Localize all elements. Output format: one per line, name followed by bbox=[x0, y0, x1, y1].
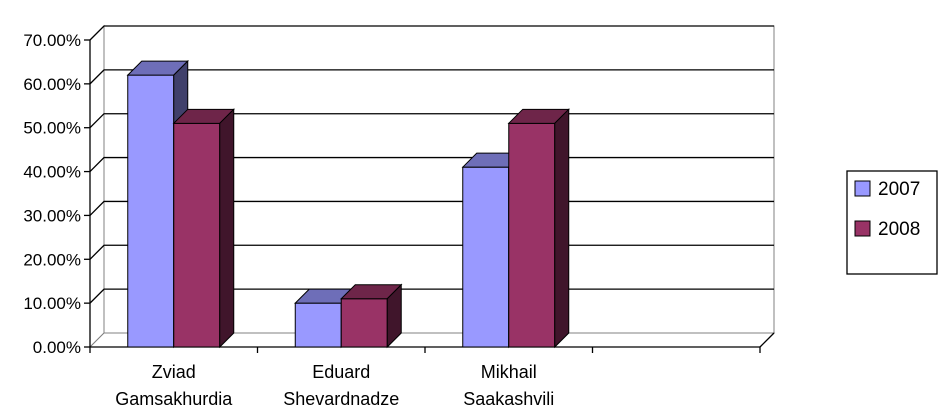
y-tick-labels: 0.00% 10.00% 20.00% 30.00% 40.00% 50.00% 60.00… bbox=[23, 31, 81, 357]
y-tick-label: 40.00% bbox=[23, 163, 81, 182]
gridline bbox=[89, 25, 774, 41]
gridline bbox=[89, 69, 774, 85]
x-axis-end bbox=[759, 332, 775, 348]
y-tick-label: 70.00% bbox=[23, 31, 81, 50]
x-tick-label: Mikhail Saakashvili bbox=[463, 362, 554, 409]
bar-front bbox=[173, 122, 221, 348]
y-tick-label: 0.00% bbox=[33, 338, 81, 357]
legend: 2007 2008 bbox=[846, 170, 938, 275]
bar-side bbox=[554, 108, 570, 349]
y-tick-label: 50.00% bbox=[23, 119, 81, 138]
y-tick-label: 20.00% bbox=[23, 250, 81, 269]
bar-front bbox=[127, 74, 175, 348]
bar bbox=[172, 108, 235, 349]
legend-swatch bbox=[854, 220, 871, 237]
bar-side bbox=[219, 108, 235, 349]
bar-front bbox=[294, 302, 342, 348]
bars bbox=[126, 59, 570, 349]
bar bbox=[340, 283, 403, 349]
x-tick-labels: Zviad Gamsakhurdia Eduard Shevardnadze Mikha… bbox=[115, 362, 554, 409]
legend-swatch bbox=[854, 180, 871, 197]
x-tick-label: Zviad Gamsakhurdia bbox=[115, 362, 233, 409]
bar-front bbox=[462, 166, 510, 348]
bar bbox=[507, 108, 570, 349]
bar-front bbox=[508, 122, 556, 348]
side-wall bbox=[89, 24, 105, 349]
y-tick-label: 10.00% bbox=[23, 294, 81, 313]
bar-side bbox=[386, 283, 402, 349]
y-tick-label: 60.00% bbox=[23, 75, 81, 94]
x-tick-label: Eduard Shevardnadze bbox=[283, 362, 399, 409]
bar-front bbox=[340, 298, 388, 348]
legend-label: 2007 bbox=[878, 179, 920, 200]
legend-label: 2008 bbox=[878, 219, 920, 240]
y-tick-label: 30.00% bbox=[23, 206, 81, 225]
